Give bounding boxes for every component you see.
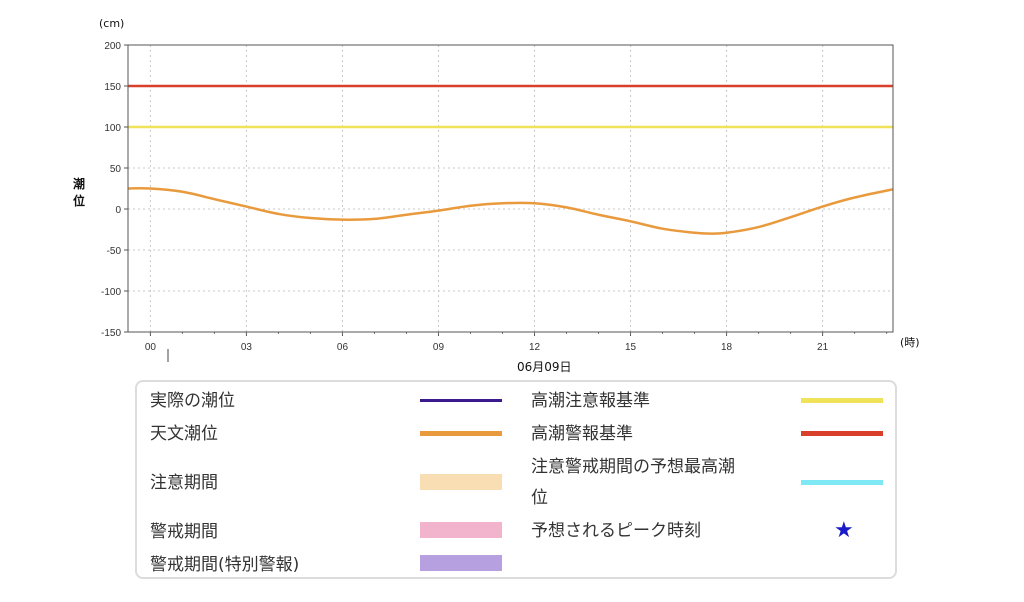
legend-swatch-caution-period: [420, 474, 502, 490]
series-layer: [127, 187, 894, 235]
legend-swatch-astronomical-tide: [420, 431, 502, 436]
y-tick-label: 200: [104, 41, 121, 52]
legend-label-special-warning-period: 警戒期間(特別警報): [150, 555, 300, 575]
gridlines: [124, 44, 893, 336]
legend-label-warning-period: 警戒期間: [150, 522, 218, 542]
series-line-astronomical-tide: [127, 187, 894, 235]
y-tick-labels: 200 150 100 50 0 -50 -100 -150: [101, 41, 121, 339]
reference-lines: [128, 84, 893, 129]
legend-label-predicted-max-tide: 注意警戒期間の予想最高潮: [531, 457, 735, 477]
legend-swatch-special-warning-period: [420, 555, 502, 571]
x-unit-label: (時): [900, 336, 920, 349]
x-tick-label: 03: [241, 342, 253, 353]
legend-label-actual-tide: 実際の潮位: [150, 391, 235, 411]
legend-swatch-actual-tide: [420, 399, 502, 402]
legend-label-storm-surge-advisory: 高潮注意報基準: [531, 391, 650, 411]
legend-swatch-predicted-max-tide: [801, 480, 883, 485]
y-tick-label: 50: [110, 164, 122, 175]
legend-panel: 実際の潮位 天文潮位 注意期間 警戒期間 警戒期間(特別警報) 高潮注意報基準 …: [135, 380, 897, 579]
x-tick-label: 18: [721, 342, 733, 353]
star-icon: ★: [834, 518, 854, 543]
legend-label-astronomical-tide: 天文潮位: [150, 424, 218, 444]
y-unit-label: (cm): [99, 17, 124, 30]
x-tick-label: 12: [529, 342, 541, 353]
y-tick-label: 100: [104, 123, 121, 134]
x-tick-labels: 00 03 06 09 12 15 18 21: [145, 342, 829, 353]
y-tick-label: -100: [101, 287, 121, 298]
legend-swatch-storm-surge-warning: [801, 431, 883, 436]
x-tick-label: 00: [145, 342, 157, 353]
y-tick-label: -50: [107, 246, 122, 257]
x-tick-label: 15: [625, 342, 637, 353]
legend-swatch-storm-surge-advisory: [801, 398, 883, 403]
legend-label-predicted-max-tide-cont: 位: [531, 488, 548, 508]
y-axis-label-1: 潮: [73, 176, 85, 191]
date-label: 06月09日: [517, 360, 572, 374]
y-axis-label-2: 位: [73, 193, 85, 208]
x-tick-label: 21: [817, 342, 829, 353]
y-tick-label: 0: [115, 205, 121, 216]
x-tick-label: 06: [337, 342, 349, 353]
legend-swatch-warning-period: [420, 522, 502, 538]
legend-label-predicted-peak-time: 予想されるピーク時刻: [531, 521, 701, 541]
y-tick-label: 150: [104, 82, 121, 93]
legend-label-storm-surge-warning: 高潮警報基準: [531, 424, 633, 444]
y-tick-label: -150: [101, 328, 121, 339]
legend-label-caution-period: 注意期間: [150, 473, 218, 493]
x-tick-label: 09: [433, 342, 445, 353]
plot-frame: [127, 44, 894, 333]
